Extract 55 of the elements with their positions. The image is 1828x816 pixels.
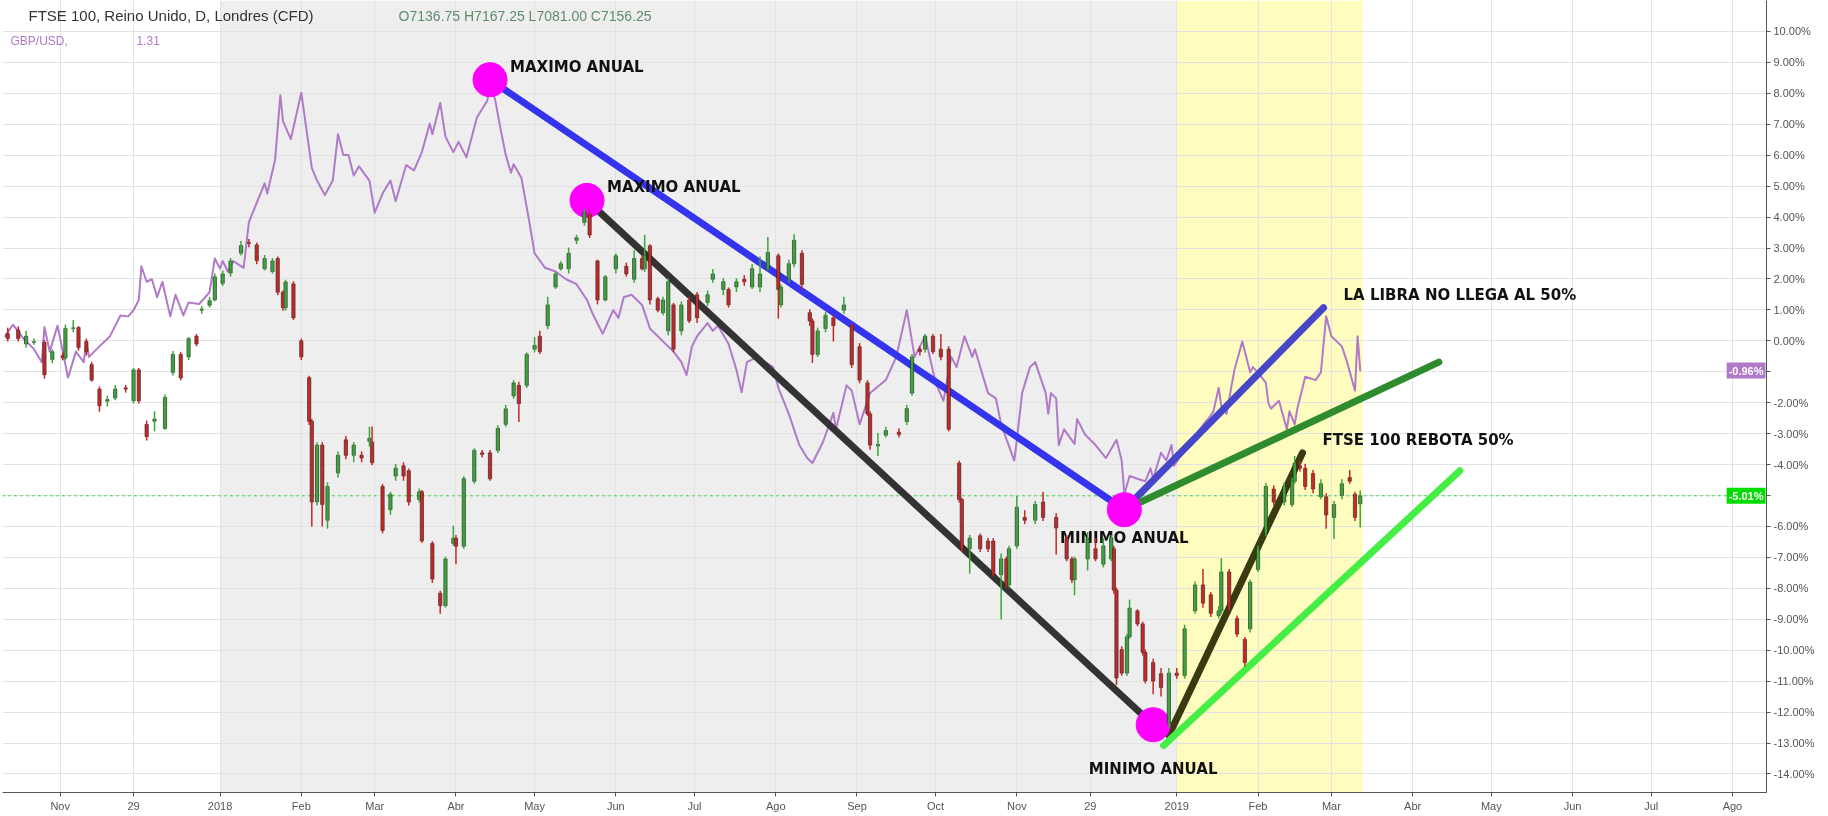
annotation: LA LIBRA NO LLEGA AL 50% [1343,285,1577,304]
x-tick-label: Feb [1248,799,1268,812]
y-tick-label: 2.00% [1773,272,1805,285]
x-tick-label: Mar [365,799,385,812]
y-tick-label: 9.00% [1773,56,1805,69]
chart-title: FTSE 100, Reino Unido, D, Londres (CFD) [28,7,314,24]
x-tick-label: Ago [1722,799,1743,812]
annotation: MAXIMO ANUAL [510,57,645,76]
y-tick-label: -14.00% [1773,767,1815,780]
y-tick-label: 5.00% [1773,180,1805,193]
ref-line-label: -5.01% [1728,489,1764,502]
x-tick-label: Abr [1404,799,1422,812]
text: GBP/USD, [10,33,68,48]
y-tick-label: -11.00% [1773,675,1814,688]
x-tick-label: Jun [1563,799,1582,812]
x-tick-label: Jul [687,799,702,812]
x-tick-label: 29 [1084,799,1097,812]
x-tick-label: Ago [765,799,786,812]
x-tick-label: Feb [291,799,311,812]
x-tick-label: Abr [447,799,465,812]
x-tick-label: 29 [127,799,140,812]
y-tick-label: 4.00% [1773,211,1805,224]
x-tick-label: Mar [1321,799,1342,812]
y-tick-label: 6.00% [1773,149,1805,162]
y-tick-label: 8.00% [1773,87,1805,100]
y-tick-label: -4.00% [1773,458,1809,471]
annotation: -0.96% [1728,364,1764,377]
x-tick-label: 2019 [1164,799,1189,812]
x-tick-label: Nov [1007,799,1028,812]
annotation: MINIMO ANUAL [1088,759,1218,778]
y-tick-label: -13.00% [1773,737,1815,749]
y-tick-label: 0.00% [1773,334,1805,347]
annotation: FTSE 100 REBOTA 50% [1322,430,1514,449]
x-tick-label: May [1480,799,1503,812]
x-tick-label: Jul [1644,799,1659,812]
x-tick-label: 2018 [207,799,233,812]
x-tick-label: Jun [606,799,625,812]
y-tick-label: 3.00% [1773,242,1805,254]
text: O7136.75 H7167.25 L7081.00 C7156.25 [398,7,652,24]
y-tick-label: 1.00% [1773,303,1805,316]
x-tick-label: Sep [847,799,867,812]
y-tick-label: -2.00% [1773,396,1809,409]
x-tick-label: Oct [927,799,945,812]
y-tick-label: -10.00% [1773,644,1815,657]
y-tick-label: 10.00% [1773,25,1812,38]
y-tick-label: -12.00% [1773,706,1815,719]
y-tick-label: 7.00% [1773,118,1805,131]
y-tick-label: -7.00% [1773,551,1809,564]
y-tick-label: -3.00% [1773,427,1809,440]
x-tick-label: Nov [50,799,71,812]
x-tick-label: May [524,799,546,812]
y-tick-label: -6.00% [1773,520,1809,533]
annotation: 1.31 [136,34,161,48]
y-tick-label: -8.00% [1773,582,1809,595]
y-tick-label: -9.00% [1773,613,1809,626]
